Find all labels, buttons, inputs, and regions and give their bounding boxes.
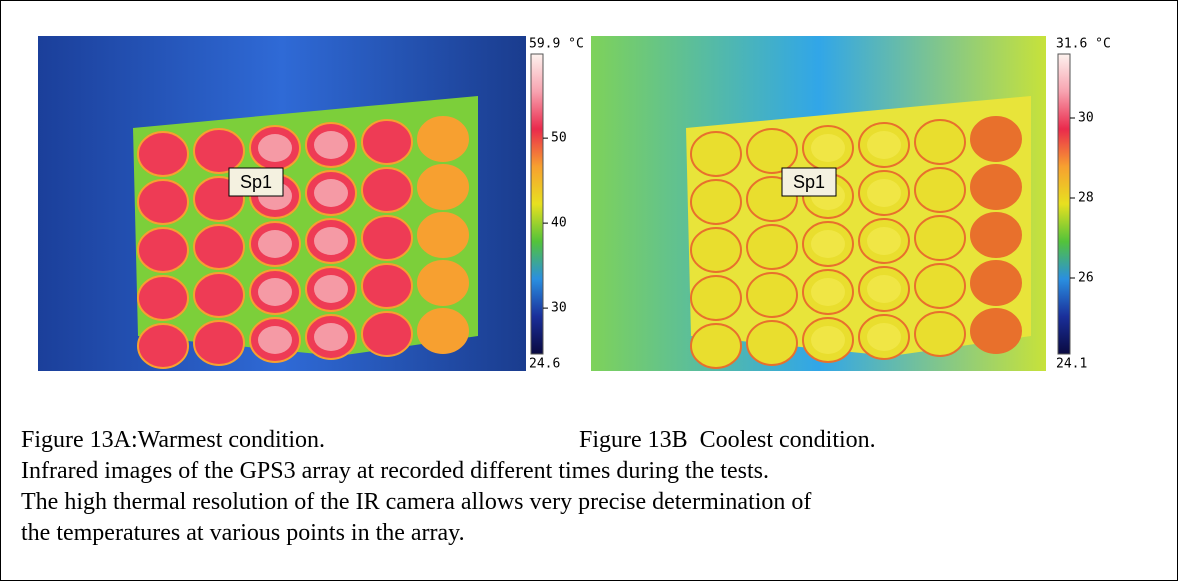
colorbar: 59.9 °C 24.6 50 40 30 bbox=[529, 37, 584, 372]
colorbar-tick-label: 30 bbox=[551, 301, 567, 316]
cell bbox=[690, 227, 742, 273]
cell-hot bbox=[314, 131, 348, 159]
cell bbox=[361, 263, 413, 309]
spot-label: Sp1 bbox=[240, 172, 272, 192]
cell-hot bbox=[867, 275, 901, 303]
cell bbox=[914, 263, 966, 309]
cell-hot bbox=[314, 275, 348, 303]
cell bbox=[137, 131, 189, 177]
cell-hot bbox=[314, 179, 348, 207]
cell bbox=[193, 128, 245, 174]
cell bbox=[746, 224, 798, 270]
cell bbox=[690, 275, 742, 321]
cell bbox=[137, 179, 189, 225]
cell bbox=[914, 119, 966, 165]
cell bbox=[361, 167, 413, 213]
cell-hot bbox=[314, 323, 348, 351]
spot-label: Sp1 bbox=[793, 172, 825, 192]
cell-hot bbox=[867, 227, 901, 255]
spot-box bbox=[781, 167, 837, 197]
cell bbox=[914, 215, 966, 261]
cell-hot bbox=[258, 134, 292, 162]
colorbar-max: 31.6 °C bbox=[1056, 37, 1111, 52]
colorbar-scale bbox=[530, 53, 544, 355]
cell bbox=[746, 128, 798, 174]
cell bbox=[690, 323, 742, 369]
cell bbox=[417, 308, 469, 354]
cell bbox=[746, 272, 798, 318]
cell bbox=[361, 215, 413, 261]
cell-hot bbox=[314, 227, 348, 255]
cell bbox=[746, 320, 798, 366]
cell bbox=[690, 179, 742, 225]
colorbar-tick-label: 28 bbox=[1078, 191, 1094, 206]
infrared-image: Sp1 bbox=[591, 36, 1046, 371]
colorbar-tick-label: 40 bbox=[551, 216, 567, 231]
cell bbox=[970, 212, 1022, 258]
colorbar-tick-label: 50 bbox=[551, 131, 567, 146]
body-line: Infrared images of the GPS3 array at rec… bbox=[21, 458, 769, 484]
cell bbox=[137, 275, 189, 321]
cell-hot bbox=[811, 326, 845, 354]
colorbar-tick-label: 26 bbox=[1078, 271, 1094, 286]
infrared-image: Sp1 bbox=[38, 36, 526, 371]
cell bbox=[914, 167, 966, 213]
cell bbox=[417, 212, 469, 258]
cell-hot bbox=[867, 179, 901, 207]
cell bbox=[137, 323, 189, 369]
cell-hot bbox=[258, 326, 292, 354]
cell bbox=[970, 116, 1022, 162]
caption: Figure 13B Coolest condition. bbox=[579, 427, 876, 453]
colorbar-tick-label: 30 bbox=[1078, 111, 1094, 126]
cell bbox=[417, 164, 469, 210]
cell bbox=[970, 260, 1022, 306]
body-line: the temperatures at various points in th… bbox=[21, 520, 465, 546]
cell bbox=[690, 131, 742, 177]
cell bbox=[914, 311, 966, 357]
cell bbox=[193, 320, 245, 366]
caption: Figure 13A:Warmest condition. bbox=[21, 427, 326, 453]
cell bbox=[417, 260, 469, 306]
cell bbox=[361, 311, 413, 357]
colorbar-scale bbox=[1057, 53, 1071, 355]
cell bbox=[193, 224, 245, 270]
cell bbox=[417, 116, 469, 162]
cell-hot bbox=[867, 323, 901, 351]
cell bbox=[137, 227, 189, 273]
colorbar-min: 24.1 bbox=[1056, 357, 1087, 372]
cell-hot bbox=[258, 230, 292, 258]
cell bbox=[970, 164, 1022, 210]
cell bbox=[193, 272, 245, 318]
body-line: The high thermal resolution of the IR ca… bbox=[21, 489, 812, 515]
cell-hot bbox=[811, 278, 845, 306]
cell-hot bbox=[811, 230, 845, 258]
spot-box bbox=[228, 167, 284, 197]
cell-hot bbox=[867, 131, 901, 159]
cell-hot bbox=[258, 278, 292, 306]
cell-hot bbox=[811, 134, 845, 162]
cell bbox=[970, 308, 1022, 354]
colorbar: 31.6 °C 24.1 30 28 26 bbox=[1056, 37, 1111, 372]
colorbar-max: 59.9 °C bbox=[529, 37, 584, 52]
colorbar-min: 24.6 bbox=[529, 357, 560, 372]
cell bbox=[361, 119, 413, 165]
